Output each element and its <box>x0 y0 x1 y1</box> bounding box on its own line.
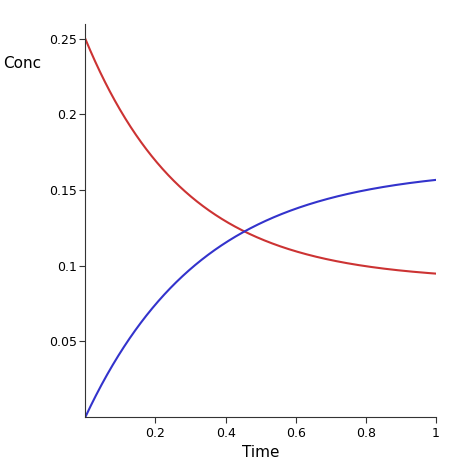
Y-axis label: Conc: Conc <box>3 56 41 71</box>
X-axis label: Time: Time <box>242 446 280 460</box>
